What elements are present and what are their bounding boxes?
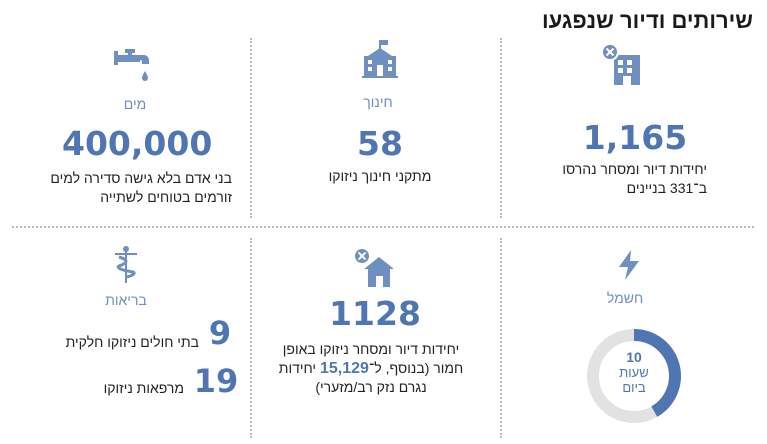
housing-destroyed-description: יחידות דיור ומסחר נהרסו ב־331 בניינים — [562, 161, 707, 196]
water-description: בני אדם בלא גישה סדירה למים זורמים בטוחי… — [50, 170, 232, 205]
hospitals-value: 9 — [208, 314, 232, 352]
damaged-house-icon — [353, 247, 394, 287]
category-label: חשמל — [606, 290, 644, 306]
category-label: מים — [123, 96, 147, 112]
category-label: חינוך — [363, 94, 393, 110]
housing-damaged-description: יחידות דיור ומסחר ניזוקו באופן חמור (בנו… — [278, 341, 464, 395]
donut-value: 10 — [626, 349, 642, 365]
destroyed-building-icon — [601, 43, 640, 85]
divider — [250, 238, 252, 438]
donut-line1: שעות — [619, 365, 649, 380]
clinics-label: מרפאות ניזוקו — [103, 380, 184, 396]
hospitals-label: בתי חולים ניזוקו חלקית — [65, 334, 199, 350]
divider — [12, 226, 754, 228]
electricity-hours-donut — [587, 329, 681, 423]
divider — [500, 38, 502, 218]
divider — [500, 238, 502, 438]
education-description: מתקני חינוך ניזוקו — [328, 168, 432, 184]
donut-arc — [587, 329, 681, 423]
divider — [250, 38, 252, 218]
lightning-icon — [619, 250, 639, 280]
faucet-icon — [114, 49, 149, 81]
school-icon — [362, 40, 398, 78]
page-title: שירותים ודיור שנפגעו — [542, 8, 753, 33]
education-value: 58 — [357, 124, 403, 163]
housing-destroyed-value: 1,165 — [582, 118, 688, 157]
clinics-value: 19 — [193, 362, 239, 400]
donut-line2: ביום — [622, 380, 646, 395]
caduceus-icon — [115, 246, 137, 283]
housing-damaged-value: 1128 — [329, 294, 421, 333]
water-value: 400,000 — [62, 124, 213, 163]
donut-label: 10 שעות ביום — [600, 349, 668, 396]
category-label: בריאות — [105, 292, 147, 308]
